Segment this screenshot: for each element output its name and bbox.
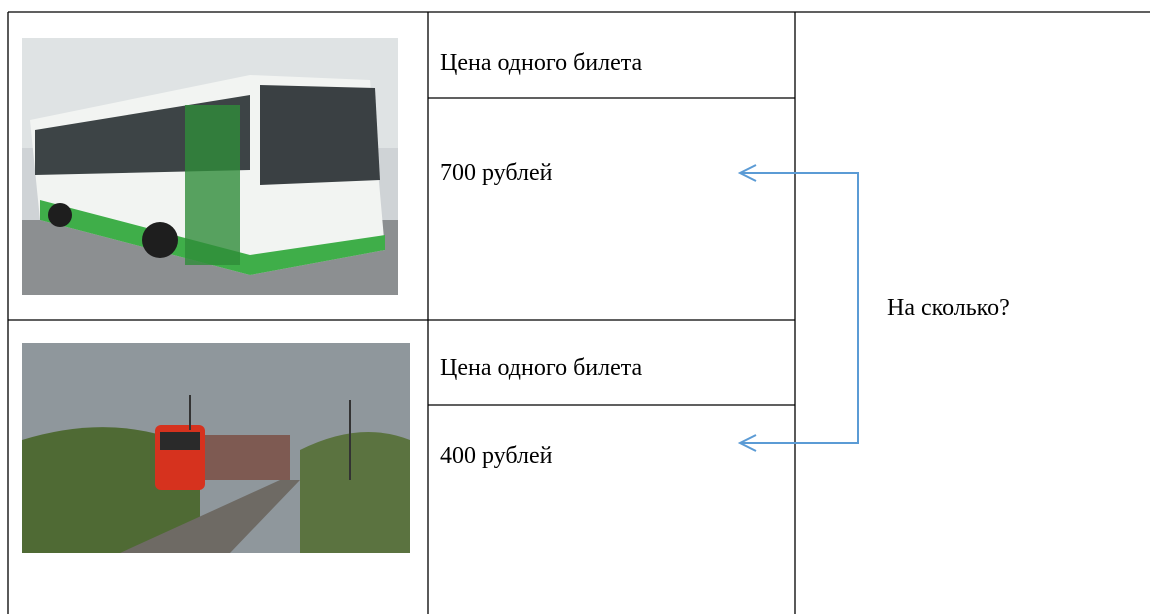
cell-header: Цена одного билета	[440, 355, 643, 381]
cell-price: 700 рублей	[440, 160, 553, 186]
cell-header: Цена одного билета	[440, 50, 643, 76]
question: На сколько?	[887, 295, 1010, 321]
bus-image	[22, 38, 398, 295]
comparison-arrows	[737, 164, 859, 452]
table-grid	[7, 11, 1150, 614]
train-image	[22, 343, 410, 553]
cell-price: 400 рублей	[440, 443, 553, 469]
